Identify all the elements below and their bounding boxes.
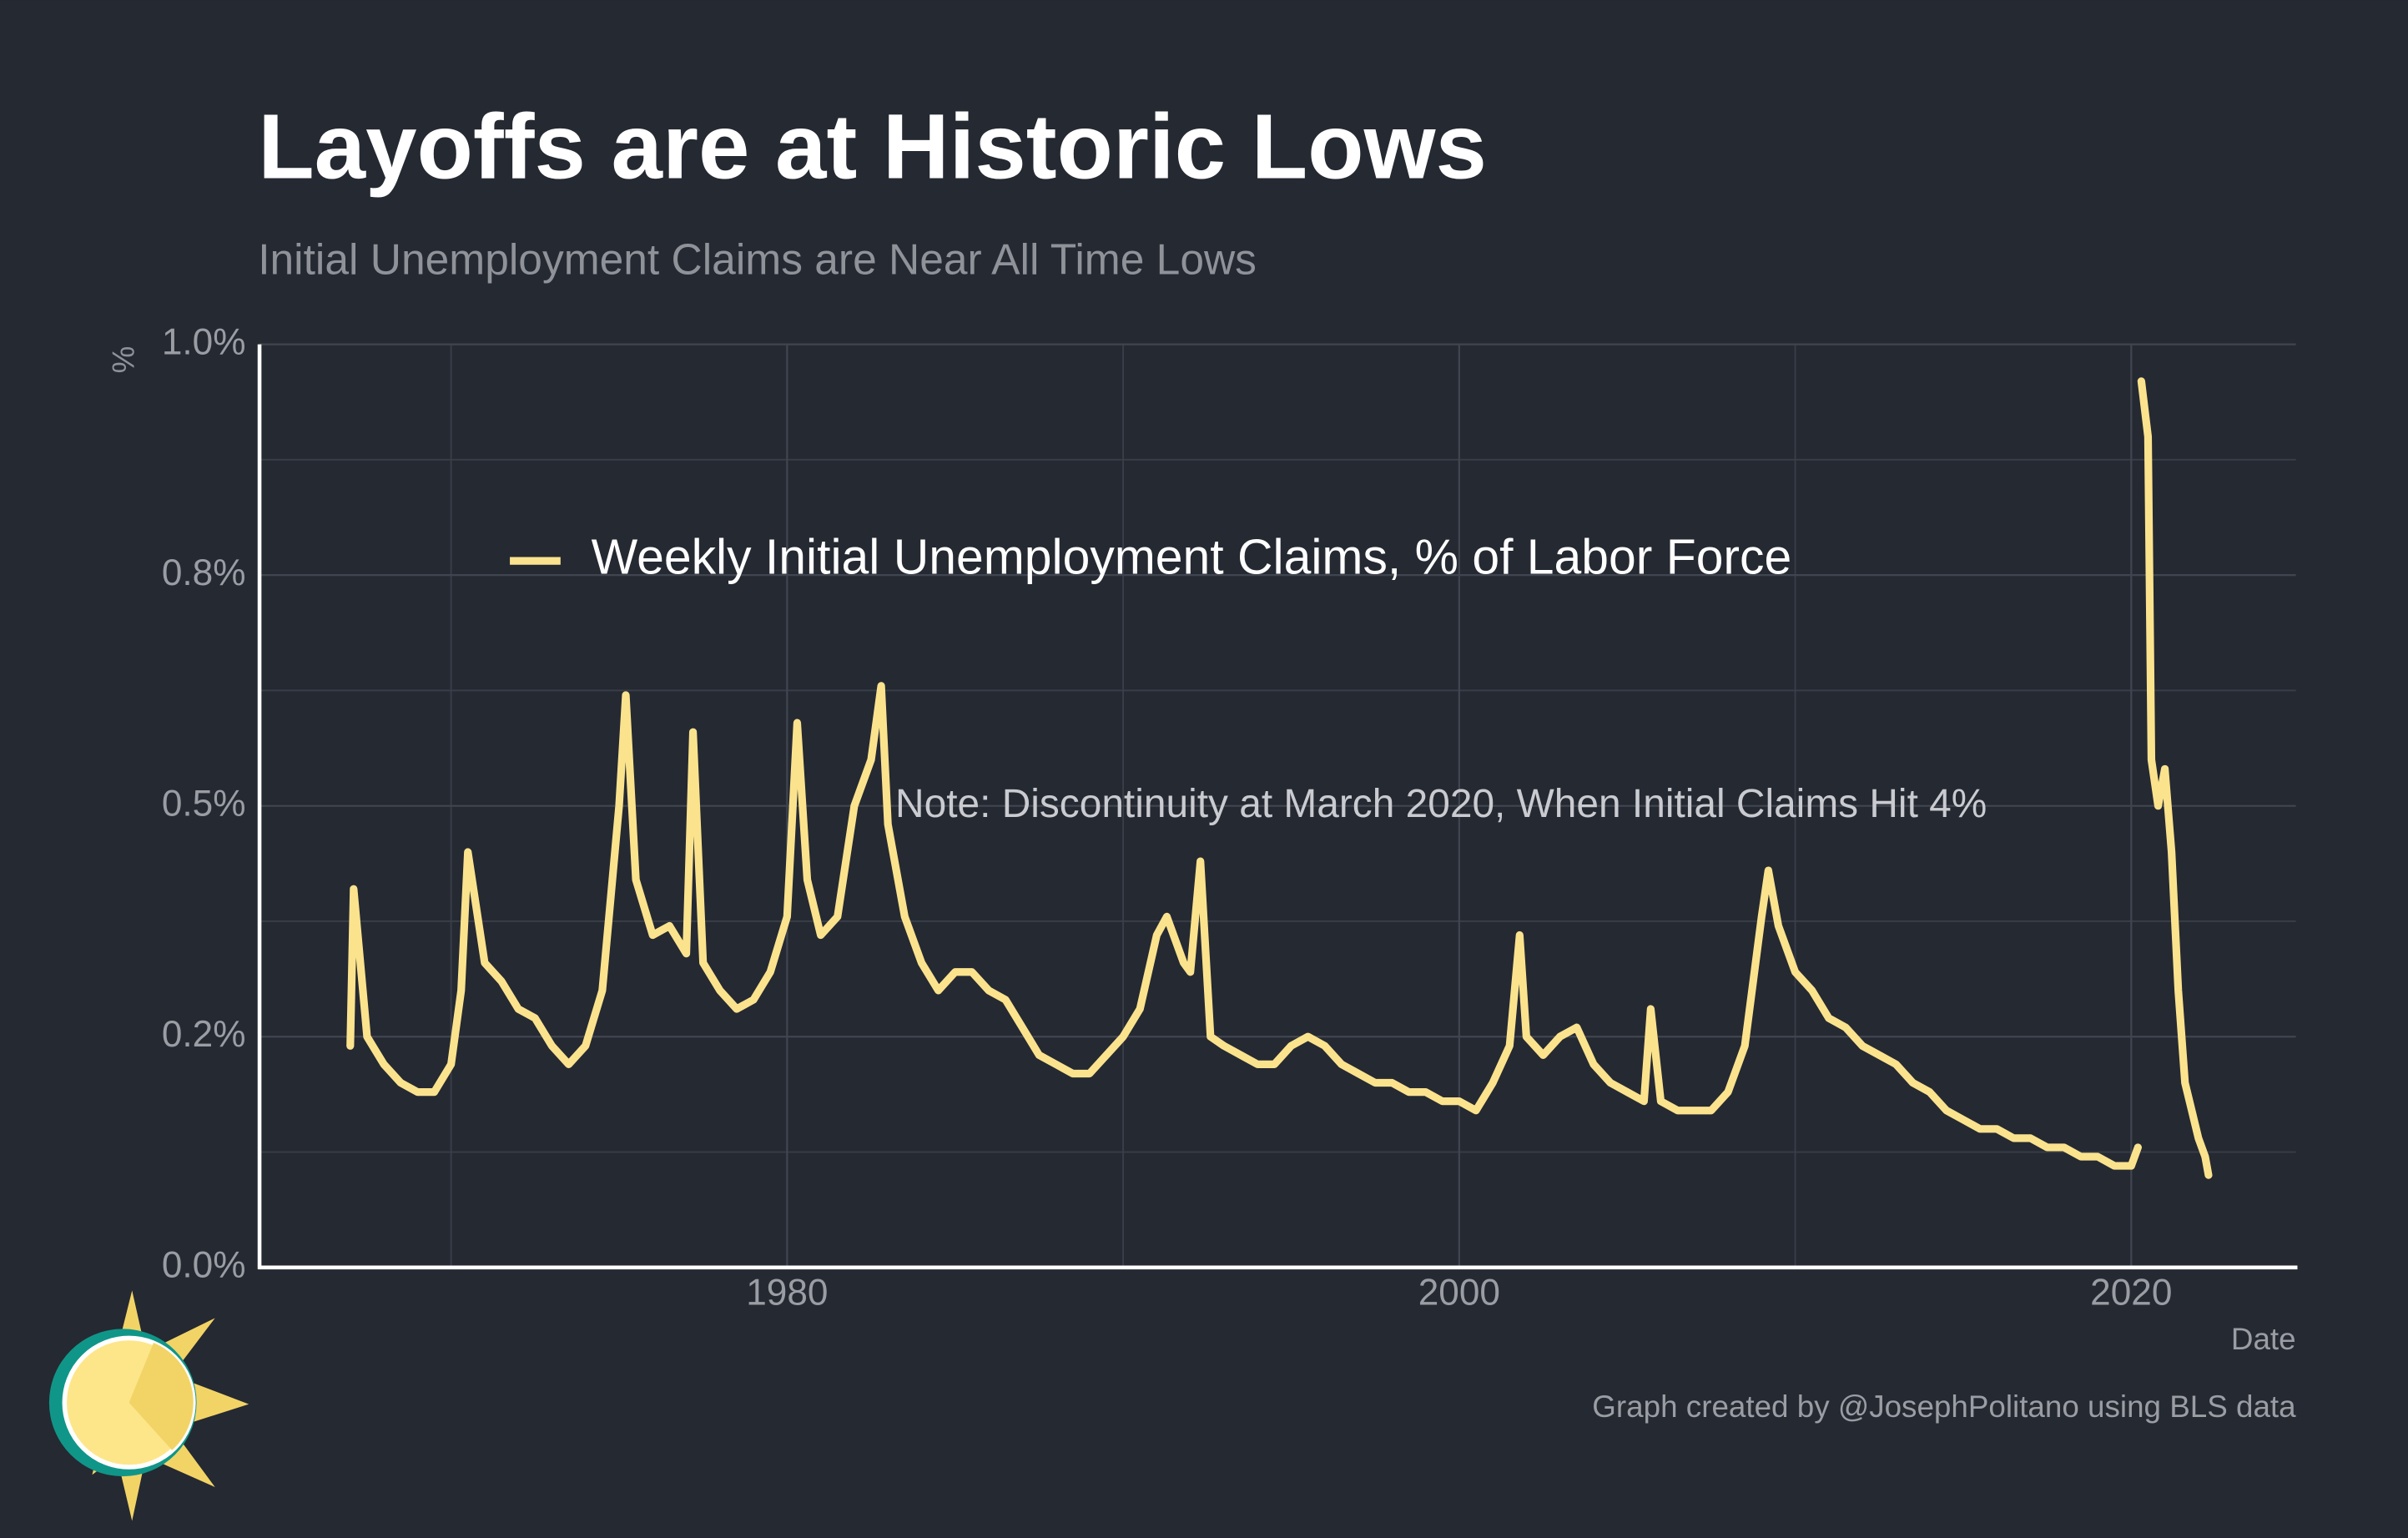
y-tick-label: 0.2% [162, 1014, 246, 1055]
y-tick-label: 0.5% [162, 783, 246, 824]
y-tick-label: 1.0% [162, 321, 246, 362]
grid [259, 343, 2296, 1268]
logo-shade [128, 1342, 194, 1450]
x-tick-label: 1980 [746, 1273, 828, 1314]
y-tick-label: 0.8% [162, 552, 246, 593]
data-line [346, 377, 2213, 1179]
y-tick-label: 0.0% [162, 1244, 246, 1285]
logo [48, 1290, 249, 1521]
chart-title: Layoffs are at Historic Lows [258, 96, 1487, 199]
plot-area [346, 377, 2213, 1179]
x-tick-label: 2000 [1418, 1273, 1500, 1314]
caption: Graph created by @JosephPolitano using B… [1592, 1389, 2296, 1424]
x-tick-label: 2020 [2090, 1273, 2172, 1314]
annotation: Note: Discontinuity at March 2020, When … [895, 782, 1987, 826]
legend-label: Weekly Initial Unemployment Claims, % of… [592, 531, 1792, 585]
chart-subtitle: Initial Unemployment Claims are Near All… [258, 235, 1257, 284]
y-axis-label: % [107, 346, 141, 374]
x-axis-label: Date [2231, 1322, 2296, 1356]
